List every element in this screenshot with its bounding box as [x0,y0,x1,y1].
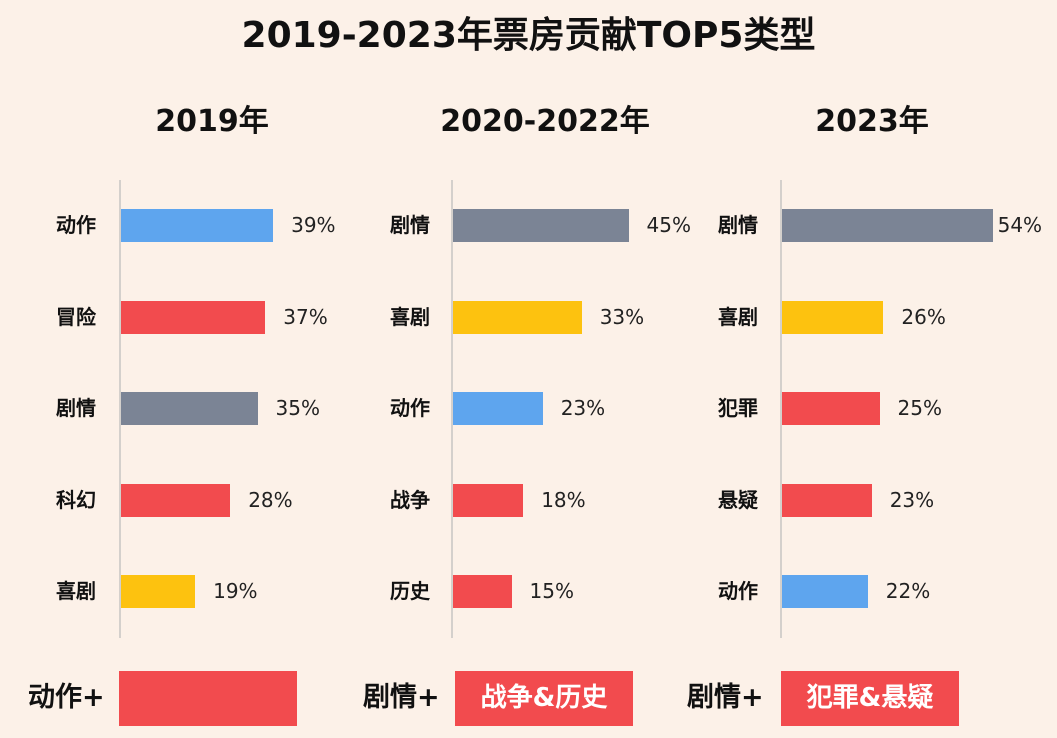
panel2-category-label: 喜剧 [390,305,430,329]
panel3-value-label: 23% [889,488,935,512]
panel2-category-label: 战争 [390,488,430,512]
panel1-footer-prefix: 动作+ [28,682,105,713]
panel2-value-label: 45% [646,213,691,237]
panel3-bar [782,575,868,608]
panel1-bar [121,209,274,242]
panel3-footer-prefix: 剧情+ [687,682,764,713]
panel2-category-label: 历史 [390,579,430,603]
panel1-bar [121,484,231,517]
panel2-bar [453,209,629,242]
panel3-bar [782,301,884,334]
panel2-bar [453,484,524,517]
panel1-category-label: 科幻 [56,488,96,512]
panel1-category-label: 剧情 [56,396,96,420]
panel1-axis [119,180,121,638]
panel3-value-label: 26% [901,305,946,329]
panel2-footer-box: 战争&历史 [455,671,633,726]
panel1-value-label: 28% [248,488,293,512]
panel2-category-label: 剧情 [390,213,430,237]
chart-title: 2019-2023年票房贡献TOP5类型 [241,15,816,56]
panel2-value-label: 15% [529,579,574,603]
panel2-bar [453,301,582,334]
panel1-bar [121,301,266,334]
panel3-bar [782,392,880,425]
panel2-footer-prefix: 剧情+ [363,682,440,713]
panel2-axis [451,180,453,638]
panel3-category-label: 动作 [718,579,758,603]
panel3-category-label: 悬疑 [718,488,758,512]
panel3-category-label: 犯罪 [718,396,758,420]
panel1-bar [121,392,258,425]
panel1-category-label: 喜剧 [56,579,96,603]
panel3-value-label: 54% [997,213,1043,237]
panel1-category-label: 冒险 [56,305,96,329]
panel1-footer-box [119,671,297,726]
panel2-bar [453,392,543,425]
panel3-category-label: 喜剧 [718,305,758,329]
panel2-category-label: 动作 [390,396,430,420]
panel3-bar [782,209,993,242]
panel2-value-label: 23% [560,396,606,420]
panel1-value-label: 39% [291,213,336,237]
panel3-category-label: 剧情 [718,213,758,237]
panel3-bar [782,484,872,517]
panel1-value-label: 19% [213,579,258,603]
panel3-axis [780,180,782,638]
panel2-title: 2020-2022年 [440,104,650,139]
panel1-value-label: 37% [283,305,328,329]
panel1-category-label: 动作 [56,213,96,237]
panel1-value-label: 35% [275,396,320,420]
panel3-footer-box: 犯罪&悬疑 [781,671,959,726]
panel1-title: 2019年 [155,104,269,139]
panel3-value-label: 22% [885,579,931,603]
panel2-bar [453,575,512,608]
panel3-title: 2023年 [815,104,929,139]
panel1-bar [121,575,196,608]
panel2-value-label: 18% [541,488,586,512]
panel2-value-label: 33% [599,305,645,329]
panel3-value-label: 25% [897,396,942,420]
